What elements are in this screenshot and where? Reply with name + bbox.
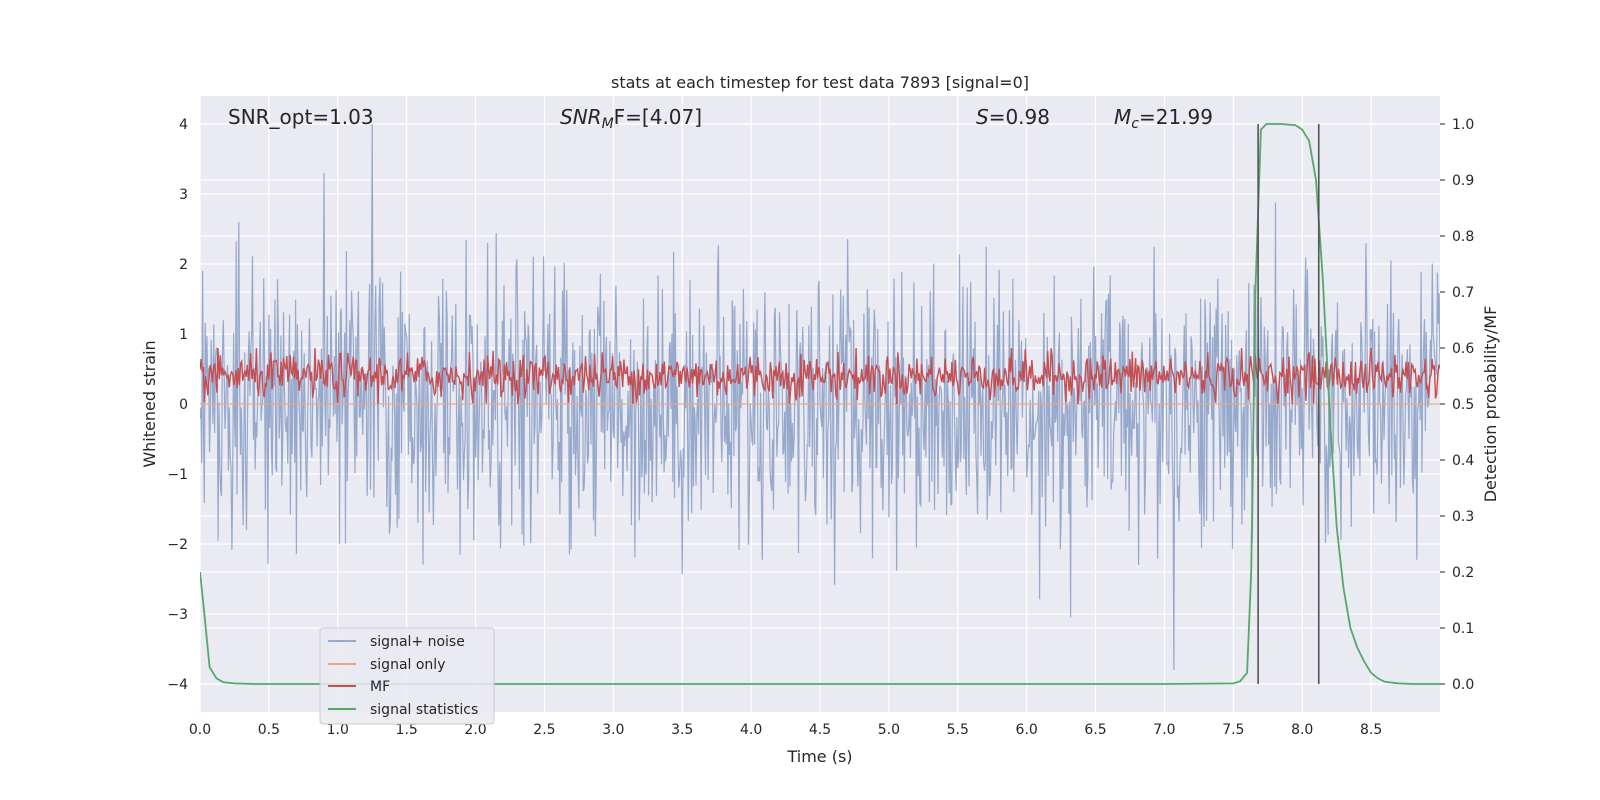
annotation-snr-opt: SNR_opt=1.03: [228, 105, 374, 129]
y-right-tick-label: 0.4: [1452, 453, 1474, 469]
y-right-tick-label: 0.5: [1452, 397, 1474, 413]
x-tick-label: 7.0: [1153, 722, 1175, 738]
x-tick-label: 0.0: [189, 722, 211, 738]
y-left-tick-label: −3: [167, 607, 188, 623]
y-right-tick-label: 0.0: [1452, 677, 1474, 693]
y-left-tick-label: −4: [167, 677, 188, 693]
y-axis-right-ticks: 1.0 0.9 0.8 0.7 0.6 0.5 0.4 0.3 0.2 0.1 0.0: [1440, 117, 1474, 693]
y-right-tick-label: 0.1: [1452, 621, 1474, 637]
legend-label-signal-noise: signal+ noise: [370, 634, 465, 650]
y-axis-left-label: Whitened strain: [140, 340, 159, 467]
y-right-tick-label: 0.6: [1452, 341, 1474, 357]
y-right-tick-label: 0.7: [1452, 285, 1474, 301]
series-signal-noise: [200, 123, 1440, 671]
series-signal-statistics: [200, 123, 1440, 685]
x-tick-label: 7.5: [1222, 722, 1244, 738]
legend-box: [319, 627, 495, 725]
x-tick-label: 5.0: [878, 722, 900, 738]
x-tick-label: 4.5: [809, 722, 831, 738]
x-tick-label: 6.5: [1084, 722, 1106, 738]
legend-label-signal-only: signal only: [370, 657, 445, 673]
x-tick-label: 4.0: [740, 722, 762, 738]
annotation-s: S=0.98: [976, 105, 1050, 129]
y-right-tick-label: 0.2: [1452, 565, 1474, 581]
y-axis-left-ticks: 4 3 2 1 0 −1 −2 −3 −4: [167, 117, 188, 693]
annotation-s-symbol: S: [976, 105, 989, 129]
y-left-tick-label: −2: [167, 537, 188, 553]
y-left-tick-label: 0: [179, 397, 188, 413]
x-tick-label: 1.5: [396, 722, 418, 738]
annotation-mc-symbol: M: [1114, 105, 1131, 129]
legend-label-signal-statistics: signal statistics: [370, 702, 478, 718]
x-axis-ticks: 0.0 0.5 1.0 1.5 2.0 2.5 3.0 3.5 4.0 4.5 5.0 5.5 6.0 6…: [189, 722, 1382, 738]
annotation-snr-mf-base: SNR: [560, 105, 602, 129]
y-left-tick-label: −1: [167, 467, 188, 483]
x-tick-label: 3.0: [602, 722, 624, 738]
annotation-snr-mf-rest: F=[4.07]: [614, 105, 702, 129]
annotation-snr-mf-sub: M: [602, 116, 614, 132]
y-right-tick-label: 0.3: [1452, 509, 1474, 525]
x-tick-label: 8.0: [1291, 722, 1313, 738]
y-left-tick-label: 3: [179, 187, 188, 203]
x-tick-label: 6.0: [1016, 722, 1038, 738]
x-tick-label: 3.5: [671, 722, 693, 738]
x-tick-label: 0.5: [258, 722, 280, 738]
legend: signal+ noise signal only MF signal stat…: [319, 627, 495, 725]
y-axis-right-label: Detection probability/MF: [1481, 306, 1500, 503]
chart-title: stats at each timestep for test data 789…: [611, 73, 1029, 92]
y-right-tick-label: 0.8: [1452, 229, 1474, 245]
x-axis-label: Time (s): [786, 747, 852, 766]
annotation-mc-value: =21.99: [1139, 105, 1213, 129]
x-tick-label: 2.5: [533, 722, 555, 738]
y-right-tick-label: 1.0: [1452, 117, 1474, 133]
y-left-tick-label: 2: [179, 257, 188, 273]
annotation-snr-mf: SNRMF=[4.07]: [560, 105, 702, 132]
annotation-s-value: =0.98: [989, 105, 1050, 129]
series-mf: [200, 347, 1440, 405]
annotation-mc-sub: c: [1131, 116, 1139, 132]
vertical-markers: [1257, 124, 1320, 684]
annotation-mc: Mc=21.99: [1114, 105, 1213, 132]
legend-label-mf: MF: [370, 679, 390, 695]
x-tick-label: 1.0: [327, 722, 349, 738]
y-left-tick-label: 1: [179, 327, 188, 343]
x-tick-label: 8.5: [1360, 722, 1382, 738]
y-right-tick-label: 0.9: [1452, 173, 1474, 189]
x-tick-label: 2.0: [464, 722, 486, 738]
x-tick-label: 5.5: [947, 722, 969, 738]
y-left-tick-label: 4: [179, 117, 188, 133]
